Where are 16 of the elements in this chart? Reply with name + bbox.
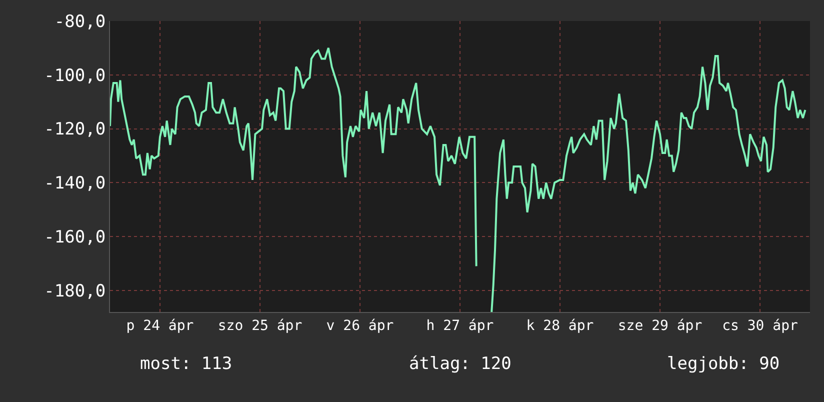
y-tick-label: -160,0 xyxy=(44,228,106,248)
text: legjobb: 90 xyxy=(667,354,780,374)
x-tick-label: v 26 ápr xyxy=(326,318,394,334)
x-tick-label: h 27 ápr xyxy=(426,318,494,334)
x-tick-label: k 28 ápr xyxy=(526,318,594,334)
x-tick-label: p 24 ápr xyxy=(126,318,194,334)
text: most: 113 xyxy=(140,354,232,374)
y-tick-label: -100,0 xyxy=(44,66,106,86)
text: átlag: 120 xyxy=(409,354,512,374)
x-tick-label: cs 30 ápr xyxy=(722,318,798,334)
y-tick-label: -80,0 xyxy=(54,12,106,32)
y-tick-label: -180,0 xyxy=(44,281,106,302)
y-tick-label: -120,0 xyxy=(44,120,106,140)
x-tick-label: szo 25 ápr xyxy=(218,318,302,334)
x-tick-label: sze 29 ápr xyxy=(618,318,702,334)
y-tick-label: -140,0 xyxy=(44,174,106,194)
